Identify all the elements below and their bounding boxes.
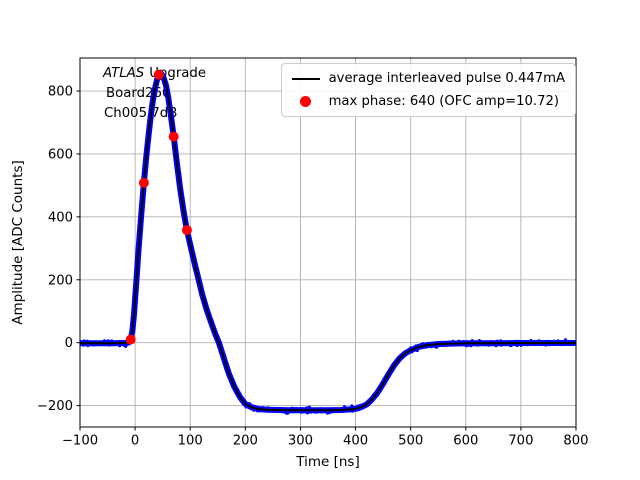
y-tick-label: −200 [37,399,73,414]
max-phase-sample-dot [168,131,179,142]
interleaved-sample-dots [80,70,576,415]
y-axis-label: Amplitude [ADC Counts] [10,160,26,324]
max-phase-sample-dot [181,225,192,236]
y-tick-label: 200 [48,273,73,288]
max-phase-sample-dot [138,177,149,188]
y-tick-label: 400 [48,210,73,225]
annotation-board: Board260 [106,86,170,101]
legend-label-max-phase: max phase: 640 (OFC amp=10.72) [328,94,560,109]
legend: average interleaved pulse 0.447mA max ph… [280,63,576,117]
x-tick-label: 400 [343,434,368,449]
annotation-channel: Ch005 7dB [104,106,177,121]
x-tick-label: −100 [62,434,98,449]
x-tick-label: 200 [233,434,258,449]
x-tick-label: 0 [131,434,139,449]
y-tick-label: 600 [48,147,73,162]
y-tick-label: 0 [65,336,73,351]
axes-frame: −100 0 100 200 300 400 500 600 700 800 −200 0 200 400… [37,57,589,449]
plot-border [79,57,577,428]
x-tick-label: 500 [398,434,423,449]
x-tick-label: 100 [178,434,203,449]
max-phase-sample-dot [153,69,164,80]
pulse-data [80,69,576,415]
annotation-atlas: ATLAS [102,66,145,81]
x-tick-label: 800 [563,434,588,449]
interleaved-samples-band [80,69,576,414]
x-tick-label: 600 [453,434,478,449]
max-phase-sample-dot [125,334,136,345]
legend-dot-swatch [292,96,320,107]
y-tick-label: 800 [48,85,73,100]
legend-item-average-pulse: average interleaved pulse 0.447mA [291,71,565,86]
gridlines [79,58,577,427]
x-axis-label: Time [ns] [295,454,359,470]
average-pulse-line [80,71,576,412]
legend-item-max-phase: max phase: 640 (OFC amp=10.72) [292,94,565,109]
legend-line-swatch [291,77,320,80]
x-tick-label: 300 [288,434,313,449]
legend-label-average: average interleaved pulse 0.447mA [328,71,565,86]
x-tick-label: 700 [508,434,533,449]
